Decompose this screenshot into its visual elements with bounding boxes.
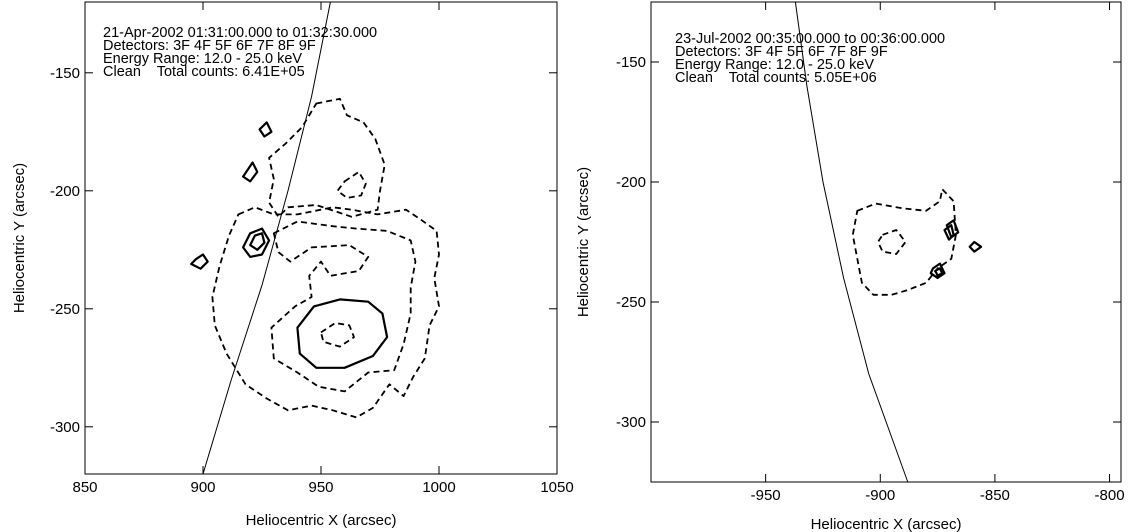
left-y-tick-label: -300 [50, 419, 80, 436]
right-contour-dashed-2 [877, 229, 907, 255]
right-y-tick-label: -300 [616, 414, 646, 431]
right-contours [851, 188, 983, 296]
right-contour-solid-4 [943, 224, 955, 241]
left-y-axis-label: Heliocentric Y (arcsec) [11, 163, 28, 313]
right-y-tick-label: -150 [616, 54, 646, 71]
left-x-tick-label: 850 [72, 479, 97, 496]
left-annotation-line-4: Clean Total counts: 6.41E+05 [103, 64, 305, 80]
right-x-tick-label: -800 [1095, 487, 1125, 504]
left-contour-solid-10 [258, 121, 273, 138]
right-annotation-line-3: Energy Range: 12.0 - 25.0 keV [675, 57, 874, 73]
right-ticks: -950 -900 -850 -800 -150 -200 -250 -300 [616, 2, 1125, 504]
left-contour-solid-6 [296, 298, 389, 369]
right-x-tick-label: -850 [980, 487, 1010, 504]
left-annotation-line-1: 21-Apr-2002 01:31:00.000 to 01:32:30.000 [103, 25, 377, 41]
right-contour-solid-5 [929, 262, 946, 280]
left-annotation-line-2: Detectors: 3F 4F 5F 6F 7F 8F 9F [103, 38, 316, 54]
left-contour-solid-7 [242, 227, 271, 258]
left-contour-dashed-2 [211, 206, 440, 419]
right-annotation-line-4: Clean Total counts: 5.05E+06 [675, 70, 877, 86]
right-plot-frame [650, 1, 1122, 483]
right-limb-curve [794, 1, 909, 483]
right-x-axis-label: Heliocentric X (arcsec) [811, 516, 962, 532]
left-contour-dashed-5 [320, 322, 355, 348]
left-annotation-line-3: Energy Range: 12.0 - 25.0 keV [103, 51, 302, 67]
right-contour-solid-6 [934, 267, 944, 277]
left-contour-solid-9 [242, 161, 259, 183]
left-contour-dashed-4 [336, 170, 367, 199]
right-annotation-line-2: Detectors: 3F 4F 5F 6F 7F 8F 9F [675, 44, 888, 60]
left-y-tick-label: -200 [50, 183, 80, 200]
right-panel: -950 -900 -850 -800 -150 -200 -250 -300 23-Jul-… [575, 1, 1125, 532]
left-contour-dashed-1 [268, 97, 386, 218]
right-annotation-line-1: 23-Jul-2002 00:35:00.000 to 00:36:00.000 [675, 31, 945, 47]
left-ticks: 850 900 950 1000 1050 -150 -200 -250 -300 [50, 2, 574, 496]
left-annotation: 21-Apr-2002 01:31:00.000 to 01:32:30.000… [103, 25, 377, 80]
left-x-tick-label: 1000 [422, 479, 455, 496]
right-contour-dashed-1 [851, 188, 957, 296]
right-contour-solid-7 [968, 240, 983, 253]
left-x-axis-label: Heliocentric X (arcsec) [246, 512, 397, 529]
left-y-tick-label: -250 [50, 301, 80, 318]
left-y-tick-label: -150 [50, 65, 80, 82]
left-contours [190, 97, 440, 419]
left-x-tick-label: 1050 [540, 479, 573, 496]
right-y-axis-label: Heliocentric Y (arcsec) [575, 167, 592, 317]
right-x-tick-label: -900 [865, 487, 895, 504]
left-contour-solid-11 [190, 253, 209, 270]
left-x-tick-label: 900 [190, 479, 215, 496]
left-contour-dashed-3 [270, 220, 417, 393]
right-y-tick-label: -250 [616, 294, 646, 311]
left-contour-solid-8 [249, 232, 266, 251]
left-x-tick-label: 950 [308, 479, 333, 496]
right-annotation: 23-Jul-2002 00:35:00.000 to 00:36:00.000… [675, 31, 945, 86]
right-contour-solid-3 [945, 219, 960, 239]
right-y-tick-label: -200 [616, 174, 646, 191]
right-x-tick-label: -950 [751, 487, 781, 504]
left-panel: 850 900 950 1000 1050 -150 -200 -250 -300 21-Apr… [11, 1, 574, 529]
right-limb-line [794, 1, 909, 483]
